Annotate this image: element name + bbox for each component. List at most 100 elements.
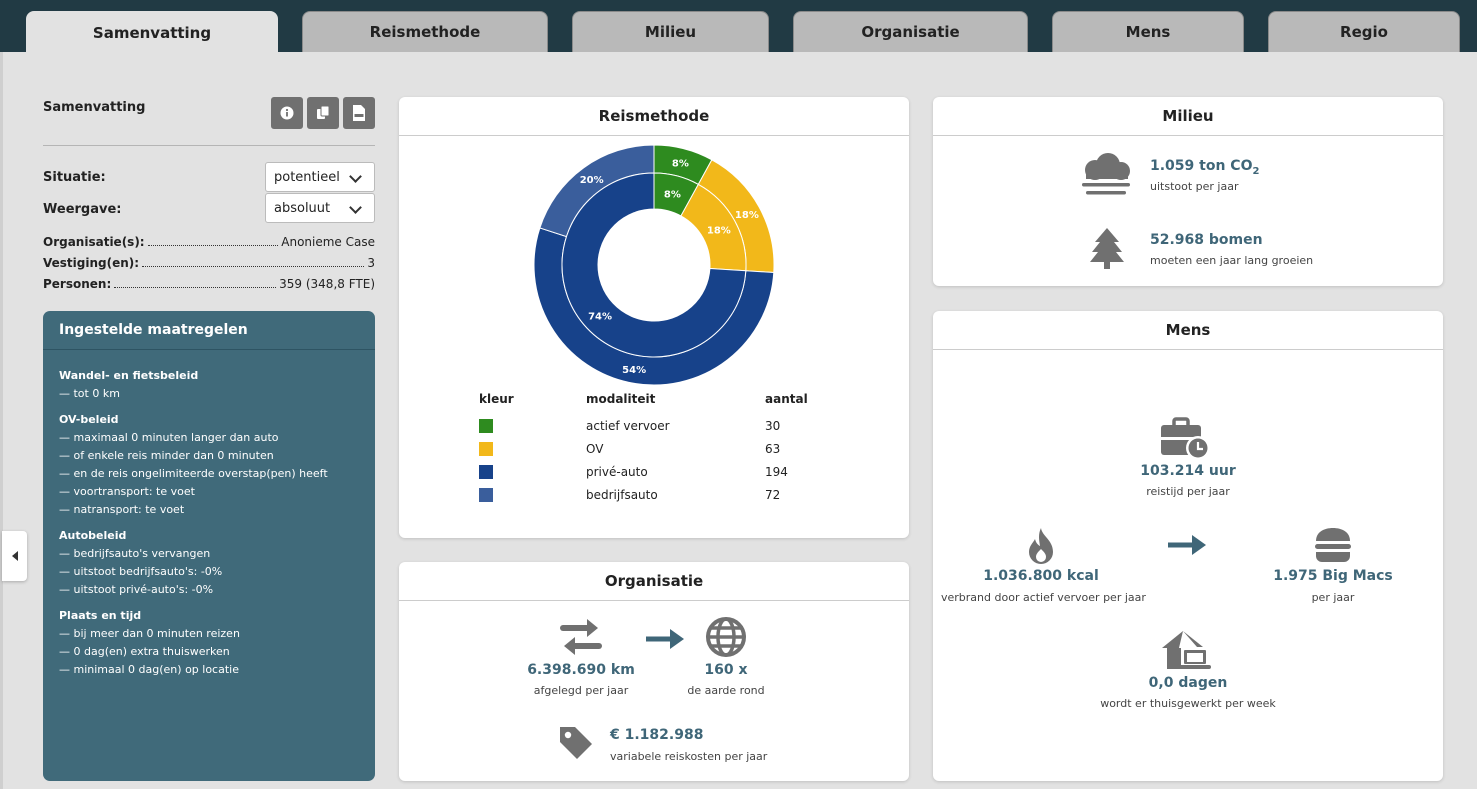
legend-header-aantal: aantal xyxy=(765,392,808,406)
situatie-value: potentieel xyxy=(274,169,340,185)
info-value: Anonieme Case xyxy=(281,235,375,249)
organisatie-card: Organisatie 6.398.690 km afgelegd per ja… xyxy=(399,562,909,781)
tab-reismethode[interactable]: Reismethode xyxy=(302,11,548,52)
outer-label-2: 54% xyxy=(622,365,646,376)
legend-modaliteit: bedrijfsauto xyxy=(586,488,658,502)
kcal-value: 1.036.800 kcal xyxy=(983,568,1099,584)
travel-time-label: reistijd per jaar xyxy=(1146,485,1230,498)
legend-modaliteit: OV xyxy=(586,442,604,456)
legend-header-kleur: kleur xyxy=(479,392,514,406)
weergave-value: absoluut xyxy=(274,200,331,216)
info-icon xyxy=(280,106,294,120)
tree-icon xyxy=(1090,228,1124,269)
info-value: 359 (348,8 FTE) xyxy=(279,277,375,291)
smog-cloud-icon xyxy=(1082,153,1130,195)
info-row-vestiging: Vestiging(en): 3 xyxy=(43,256,375,270)
bigmac-label: per jaar xyxy=(1311,591,1355,604)
legend-aantal: 194 xyxy=(765,465,788,479)
travel-time-value: 103.214 uur xyxy=(1140,463,1236,479)
reismethode-card: Reismethode 8% 18% 54% 20% 8% 18% 74% kleur mo… xyxy=(399,97,909,538)
measure-item: — minimaal 0 dag(en) op locatie xyxy=(59,663,239,676)
tab-organisatie[interactable]: Organisatie xyxy=(793,11,1028,52)
measure-item: — maximaal 0 minuten langer dan auto xyxy=(59,431,279,444)
copy-icon xyxy=(317,105,330,119)
info-row-personen: Personen: 359 (348,8 FTE) xyxy=(43,277,375,291)
flame-icon xyxy=(1029,528,1053,564)
cost-label: variabele reiskosten per jaar xyxy=(610,750,768,763)
measure-item: — en de reis ongelimiteerde overstap(pen… xyxy=(59,467,328,480)
co2-value: 1.059 ton CO2 xyxy=(1150,158,1259,177)
copy-button[interactable] xyxy=(307,97,339,129)
mens-card: Mens 103.214 uur reistijd per jaar 1.036… xyxy=(933,311,1443,781)
legend-modaliteit: privé-auto xyxy=(586,465,648,479)
modal-split-donut-chart: 8% 18% 54% 20% 8% 18% 74% xyxy=(534,145,774,385)
burger-icon xyxy=(1315,528,1351,562)
legend-swatch-ov xyxy=(479,442,493,456)
briefcase-clock-icon xyxy=(1161,417,1210,460)
left-edge xyxy=(0,52,3,789)
legend-aantal: 30 xyxy=(765,419,781,433)
info-label: Organisatie(s): xyxy=(43,235,145,249)
outer-label-0: 8% xyxy=(672,158,689,169)
tab-mens[interactable]: Mens xyxy=(1052,11,1244,52)
earth-value: 160 x xyxy=(704,662,748,678)
milieu-card: Milieu 1.059 ton CO2 uitstoot per jaar 5… xyxy=(933,97,1443,286)
legend-modaliteit: actief vervoer xyxy=(586,419,670,433)
measure-item: — natransport: te voet xyxy=(59,503,185,516)
info-button[interactable] xyxy=(271,97,303,129)
measure-item: — of enkele reis minder dan 0 minuten xyxy=(59,449,274,462)
cost-value: € 1.182.988 xyxy=(610,727,704,743)
tab-regio[interactable]: Regio xyxy=(1268,11,1460,52)
earth-label: de aarde rond xyxy=(687,684,765,697)
situatie-label: Situatie: xyxy=(43,170,106,185)
outer-label-1: 18% xyxy=(735,210,759,221)
measure-item: — 0 dag(en) extra thuiswerken xyxy=(59,645,230,658)
weergave-label: Weergave: xyxy=(43,202,122,217)
arrow-right-icon xyxy=(1168,535,1206,555)
measure-section-title: Wandel- en fietsbeleid xyxy=(59,369,199,382)
co2-subscript: 2 xyxy=(1252,165,1260,177)
homework-label: wordt er thuisgewerkt per week xyxy=(1100,697,1276,710)
inner-label-0: 8% xyxy=(664,189,681,200)
pdf-button[interactable] xyxy=(343,97,375,129)
legend-swatch-bedrijfsauto xyxy=(479,488,493,502)
distance-label: afgelegd per jaar xyxy=(533,684,629,697)
weergave-select[interactable]: absoluut xyxy=(265,193,375,223)
sidebar-toggle-button[interactable] xyxy=(2,531,27,581)
organisatie-title: Organisatie xyxy=(399,562,909,601)
arrow-right-icon xyxy=(646,629,684,649)
measure-section-title: OV-beleid xyxy=(59,413,119,426)
chevron-down-icon xyxy=(349,201,362,214)
reismethode-title: Reismethode xyxy=(399,97,909,136)
summary-divider xyxy=(43,145,375,146)
distance-value: 6.398.690 km xyxy=(527,662,635,678)
info-label: Personen: xyxy=(43,277,112,291)
kcal-label: verbrand door actief vervoer per jaar xyxy=(941,591,1146,604)
measure-item: — voortransport: te voet xyxy=(59,485,195,498)
legend-swatch-actief xyxy=(479,419,493,433)
info-row-organisatie: Organisatie(s): Anonieme Case xyxy=(43,235,375,249)
exchange-arrows-icon xyxy=(560,619,602,655)
trees-label: moeten een jaar lang groeien xyxy=(1150,254,1314,267)
co2-label: uitstoot per jaar xyxy=(1150,180,1239,193)
measure-section-title: Plaats en tijd xyxy=(59,609,142,622)
summary-title: Samenvatting xyxy=(43,100,146,115)
milieu-title: Milieu xyxy=(933,97,1443,136)
measures-title: Ingestelde maatregelen xyxy=(43,311,375,350)
trees-value: 52.968 bomen xyxy=(1150,232,1263,248)
inner-label-1: 18% xyxy=(707,225,731,236)
homework-value: 0,0 dagen xyxy=(1148,675,1228,691)
tab-milieu[interactable]: Milieu xyxy=(572,11,769,52)
legend-aantal: 72 xyxy=(765,488,781,502)
inner-label-2: 74% xyxy=(588,312,612,323)
tab-samenvatting[interactable]: Samenvatting xyxy=(26,11,278,53)
legend-swatch-prive-auto xyxy=(479,465,493,479)
home-laptop-icon xyxy=(1162,631,1211,669)
outer-label-3: 20% xyxy=(580,175,604,186)
mens-title: Mens xyxy=(933,311,1443,350)
info-value: 3 xyxy=(367,256,375,270)
info-label: Vestiging(en): xyxy=(43,256,140,270)
pdf-icon xyxy=(353,105,365,121)
legend-header-modaliteit: modaliteit xyxy=(586,392,656,406)
situatie-select[interactable]: potentieel xyxy=(265,162,375,192)
